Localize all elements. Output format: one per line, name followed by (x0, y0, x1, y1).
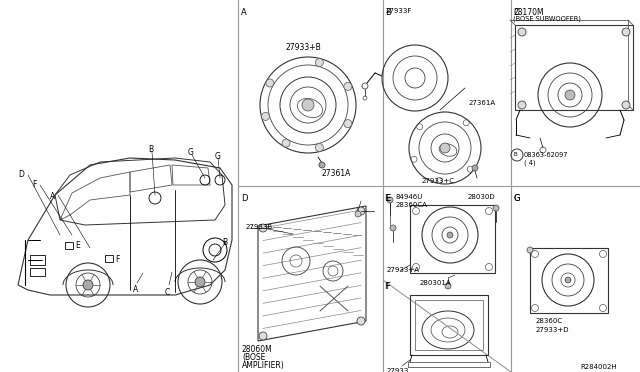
Circle shape (344, 119, 352, 128)
Bar (30, 268, 45, 276)
Text: 28360CA: 28360CA (396, 202, 428, 208)
Circle shape (445, 283, 451, 289)
Text: 84946U: 84946U (396, 194, 424, 200)
Text: A: A (50, 192, 55, 201)
Circle shape (493, 205, 499, 211)
Circle shape (357, 207, 365, 215)
Circle shape (357, 317, 365, 325)
Text: E: E (384, 194, 389, 203)
Text: 27933+C: 27933+C (422, 178, 455, 184)
Circle shape (440, 143, 450, 153)
Bar (65, 242, 73, 249)
Text: D: D (241, 194, 248, 203)
Text: 08363-62097: 08363-62097 (524, 152, 568, 158)
Text: 280301A: 280301A (420, 280, 452, 286)
Text: 27361A: 27361A (469, 100, 496, 106)
Text: D: D (18, 170, 24, 179)
Text: 28030D: 28030D (468, 194, 495, 200)
Bar (530, 248, 608, 313)
Text: F: F (385, 282, 390, 291)
Circle shape (565, 277, 571, 283)
Text: AMPLIFIER): AMPLIFIER) (242, 361, 285, 370)
Text: 27933+B: 27933+B (286, 43, 322, 52)
Text: F: F (32, 180, 36, 189)
Text: A: A (241, 8, 247, 17)
Circle shape (472, 165, 478, 171)
Text: C: C (165, 288, 170, 297)
Text: 27933+A: 27933+A (387, 267, 420, 273)
Text: B: B (222, 238, 227, 247)
Text: A: A (133, 285, 138, 294)
Bar (410, 295, 488, 355)
Bar (410, 205, 495, 273)
Text: 27933: 27933 (387, 368, 410, 372)
Circle shape (390, 225, 396, 231)
Circle shape (344, 83, 352, 90)
Circle shape (355, 211, 361, 217)
Circle shape (282, 139, 290, 147)
Circle shape (195, 277, 205, 287)
Circle shape (518, 28, 526, 36)
Text: B: B (148, 145, 153, 154)
Text: 27933F: 27933F (386, 8, 412, 14)
Text: (BOSE: (BOSE (242, 353, 266, 362)
Text: B: B (385, 8, 391, 17)
Circle shape (262, 112, 269, 121)
Text: G: G (188, 148, 194, 157)
Circle shape (83, 280, 93, 290)
Circle shape (259, 332, 267, 340)
Text: (BOSE SUBWOOFER): (BOSE SUBWOOFER) (513, 16, 581, 22)
Circle shape (316, 58, 323, 67)
Text: R284002H: R284002H (580, 364, 616, 370)
Circle shape (259, 224, 267, 232)
Text: F: F (384, 282, 389, 291)
Circle shape (316, 144, 323, 151)
Text: 28170M: 28170M (513, 8, 543, 17)
Circle shape (302, 99, 314, 111)
Text: E: E (75, 241, 80, 250)
Circle shape (565, 90, 575, 100)
Bar (105, 255, 113, 262)
Text: 28360C: 28360C (536, 318, 563, 324)
Circle shape (266, 79, 274, 87)
Text: 27933+D: 27933+D (536, 327, 570, 333)
Text: 27361A: 27361A (322, 169, 351, 178)
Bar (408, 362, 490, 367)
Text: B: B (514, 153, 518, 157)
Text: ( 4): ( 4) (524, 160, 536, 167)
Circle shape (447, 232, 453, 238)
Bar (515, 25, 633, 110)
Bar (30, 255, 45, 265)
Text: G: G (513, 194, 520, 203)
Circle shape (319, 162, 325, 168)
Circle shape (622, 28, 630, 36)
Circle shape (527, 247, 533, 253)
Circle shape (518, 101, 526, 109)
Text: E: E (385, 194, 390, 203)
Bar (415, 300, 483, 350)
Text: G: G (215, 152, 221, 161)
Text: F: F (115, 255, 120, 264)
Circle shape (387, 197, 393, 203)
Text: 28060M: 28060M (242, 345, 273, 354)
Text: C: C (513, 8, 519, 17)
Text: 27933B: 27933B (246, 224, 273, 230)
Circle shape (622, 101, 630, 109)
Text: G: G (513, 194, 520, 203)
